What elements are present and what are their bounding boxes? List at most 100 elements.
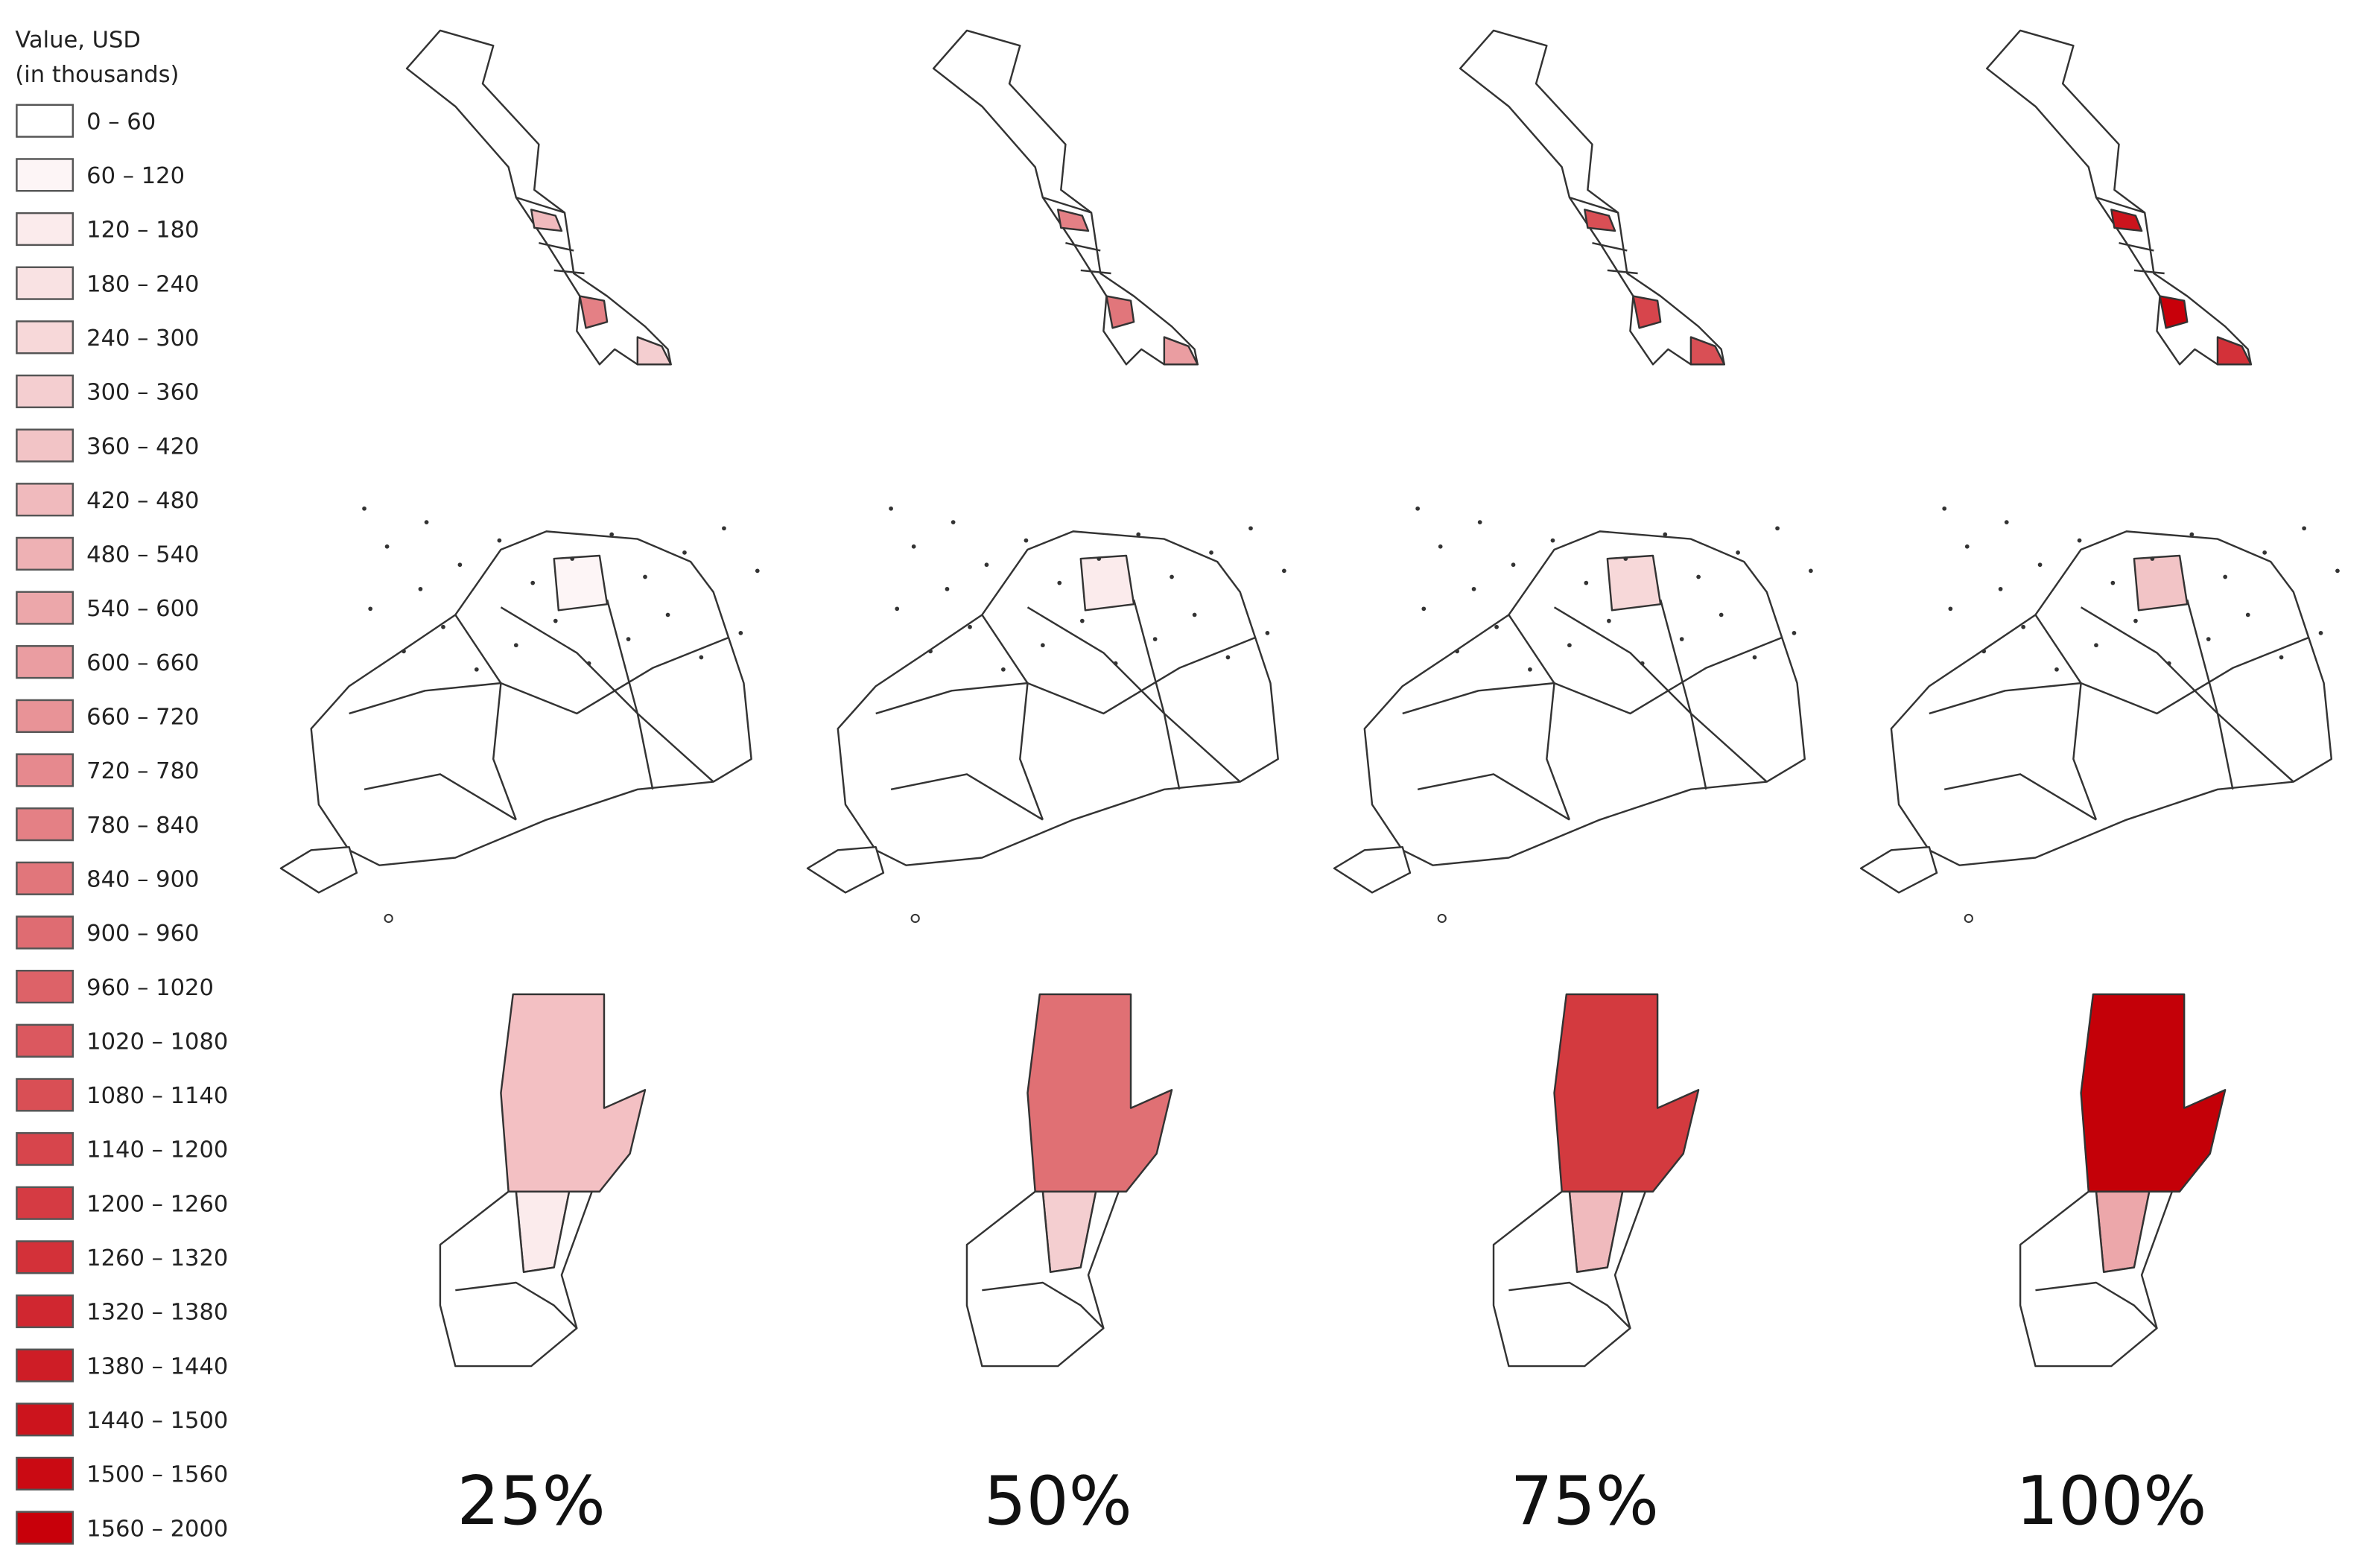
map-island bbox=[1736, 550, 1740, 555]
legend-label: 780 – 840 bbox=[86, 813, 199, 839]
map-border bbox=[606, 599, 654, 790]
map-region bbox=[2133, 554, 2189, 612]
map-region bbox=[1606, 554, 1662, 612]
legend-label: 840 – 900 bbox=[86, 867, 199, 893]
map-island bbox=[1998, 586, 2003, 591]
map-region bbox=[1553, 993, 1700, 1193]
map-region bbox=[579, 295, 609, 329]
legend-swatch bbox=[16, 699, 74, 733]
map-border bbox=[890, 773, 1044, 821]
legend-swatch bbox=[16, 1456, 74, 1491]
map-island bbox=[1057, 580, 1062, 585]
map-island bbox=[1170, 574, 1174, 579]
map-island bbox=[968, 624, 972, 629]
column-label: 25% bbox=[457, 1463, 606, 1540]
map-island bbox=[984, 562, 989, 568]
map-region bbox=[2019, 1190, 2174, 1368]
map-island bbox=[1152, 637, 1158, 641]
map-border bbox=[364, 773, 517, 821]
legend-label: 1080 – 1140 bbox=[86, 1083, 228, 1109]
map-region bbox=[279, 845, 358, 894]
map-border bbox=[982, 1281, 1105, 1330]
map-island bbox=[362, 506, 366, 511]
legend-label: 1320 – 1380 bbox=[86, 1300, 228, 1326]
legend-swatch bbox=[16, 536, 74, 571]
map-island bbox=[1584, 580, 1589, 585]
map-island bbox=[2262, 550, 2267, 555]
map-island bbox=[457, 562, 463, 568]
map-island bbox=[424, 520, 429, 525]
legend-label: 180 – 240 bbox=[86, 271, 199, 297]
map-island bbox=[2077, 538, 2082, 543]
legend-swatch bbox=[16, 1186, 74, 1220]
map-border bbox=[2095, 196, 2145, 214]
map-border bbox=[2186, 599, 2234, 790]
map-island bbox=[1567, 643, 1572, 648]
map-island bbox=[441, 624, 445, 629]
map-island bbox=[1607, 618, 1611, 623]
map-island bbox=[1113, 661, 1118, 666]
map-island bbox=[889, 506, 893, 511]
map-border bbox=[500, 606, 714, 783]
map-border bbox=[455, 1281, 578, 1330]
map-island bbox=[2054, 667, 2059, 672]
legend-swatch bbox=[16, 1078, 74, 1112]
map-region bbox=[1163, 336, 1199, 366]
legend-label: 900 – 960 bbox=[86, 921, 199, 947]
map-island bbox=[418, 586, 423, 591]
map-island bbox=[1079, 618, 1085, 623]
map-island bbox=[1437, 913, 1447, 924]
legend-swatch bbox=[16, 861, 74, 895]
map-island bbox=[1623, 556, 1628, 561]
legend-swatch bbox=[16, 807, 74, 842]
map-island bbox=[1001, 667, 1006, 672]
map-island bbox=[1415, 506, 1420, 511]
legend-swatch bbox=[16, 158, 74, 192]
map-region bbox=[439, 1190, 593, 1368]
map-island bbox=[1209, 550, 1213, 555]
map-border bbox=[515, 196, 565, 214]
map-region bbox=[1859, 845, 1938, 894]
map-border bbox=[1026, 606, 1241, 783]
legend-label: 480 – 540 bbox=[86, 542, 199, 568]
map-border bbox=[1607, 269, 1638, 275]
map-border bbox=[349, 636, 729, 715]
map-border bbox=[1065, 242, 1101, 252]
legend-swatch bbox=[16, 1131, 74, 1166]
map-island bbox=[368, 606, 373, 612]
map-island bbox=[530, 580, 536, 585]
map-island bbox=[1040, 643, 1045, 648]
map-island bbox=[2279, 655, 2284, 660]
legend-swatch bbox=[16, 591, 74, 625]
legend-swatch bbox=[16, 266, 74, 300]
map-island bbox=[895, 606, 900, 612]
map-island bbox=[1752, 655, 1757, 660]
legend-swatch bbox=[16, 1023, 74, 1058]
map-region bbox=[1632, 295, 1662, 329]
legend-label: 660 – 720 bbox=[86, 705, 199, 731]
map-region bbox=[1689, 336, 1725, 366]
map-island bbox=[402, 649, 406, 654]
legend-label: 720 – 780 bbox=[86, 758, 199, 784]
map-island bbox=[1511, 562, 1516, 568]
map-island bbox=[1528, 667, 1532, 672]
map-border bbox=[2080, 606, 2294, 783]
legend-swatch bbox=[16, 1240, 74, 1274]
legend-label: 420 – 480 bbox=[86, 488, 199, 514]
map-border bbox=[454, 614, 517, 820]
legend-label: 60 – 120 bbox=[86, 163, 185, 189]
map-island bbox=[1663, 532, 1668, 537]
map-island bbox=[1719, 612, 1724, 617]
map-island bbox=[1097, 556, 1102, 561]
map-border bbox=[1553, 606, 1768, 783]
map-region bbox=[2110, 209, 2143, 232]
legend: Value, USD (in thousands) 0 – 60 60 – 120… bbox=[15, 27, 228, 1545]
map-region bbox=[1026, 993, 1173, 1193]
map-region bbox=[837, 530, 1279, 866]
legend-swatch bbox=[16, 320, 74, 355]
map-column bbox=[1859, 29, 2340, 1368]
map-region bbox=[2216, 336, 2253, 366]
map-island bbox=[1942, 506, 1947, 511]
map-island bbox=[910, 913, 920, 924]
map-island bbox=[1550, 538, 1555, 543]
